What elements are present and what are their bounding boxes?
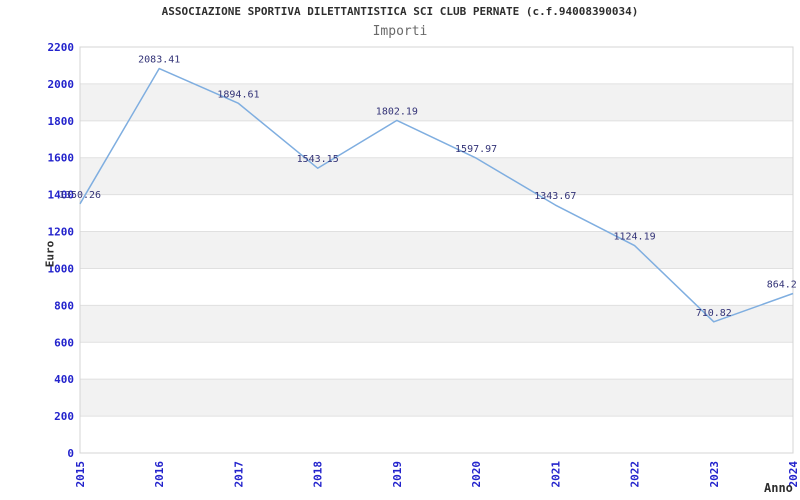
- point-value-label: 1802.19: [376, 106, 418, 117]
- y-tick-label: 1600: [48, 152, 75, 165]
- y-tick-label: 400: [54, 373, 74, 386]
- point-value-label: 710.82: [696, 308, 732, 319]
- x-tick-label: 2019: [391, 461, 404, 488]
- x-tick-label: 2024: [787, 461, 800, 488]
- x-tick-label: 2017: [232, 461, 245, 488]
- y-tick-label: 1800: [48, 115, 75, 128]
- y-tick-label: 800: [54, 299, 74, 312]
- y-tick-label: 0: [67, 447, 74, 460]
- x-axis-title: Anno: [764, 481, 793, 495]
- grid-band: [80, 379, 793, 417]
- x-tick-label: 2021: [549, 461, 562, 488]
- point-value-label: 1894.61: [217, 89, 259, 100]
- data-line: [79, 67, 794, 323]
- point-value-label: 864.2: [767, 280, 797, 291]
- x-tick-label: 2015: [74, 461, 87, 488]
- x-tick-label: 2018: [312, 461, 325, 488]
- y-tick-label: 1200: [48, 226, 75, 239]
- point-value-label: 1350.26: [59, 190, 101, 201]
- x-tick-label: 2020: [470, 461, 483, 488]
- point-value-label: 1597.97: [455, 144, 497, 155]
- point-value-label: 1124.19: [613, 232, 655, 243]
- chart-subtitle: Importi: [372, 24, 428, 39]
- plot-border: [79, 46, 794, 454]
- y-tick-label: 1000: [48, 262, 75, 275]
- point-value-label: 1343.67: [534, 191, 576, 202]
- x-tick-label: 2022: [629, 461, 642, 488]
- x-tick-label: 2016: [153, 461, 166, 488]
- x-tick-label: 2023: [708, 461, 721, 488]
- y-tick-label: 2000: [48, 78, 75, 91]
- y-tick-label: 200: [54, 410, 74, 423]
- point-value-label: 1543.15: [297, 154, 339, 165]
- y-tick-label: 2200: [48, 41, 75, 54]
- chart-title: ASSOCIAZIONE SPORTIVA DILETTANTISTICA SC…: [161, 5, 639, 18]
- y-tick-label: 1400: [48, 189, 75, 202]
- grid-band: [80, 83, 793, 121]
- point-value-label: 2083.41: [138, 55, 180, 66]
- grid-band: [80, 157, 793, 195]
- grid-band: [80, 231, 793, 269]
- grid-band: [80, 305, 793, 343]
- y-tick-label: 600: [54, 336, 74, 349]
- y-axis-title: Euro: [43, 240, 57, 268]
